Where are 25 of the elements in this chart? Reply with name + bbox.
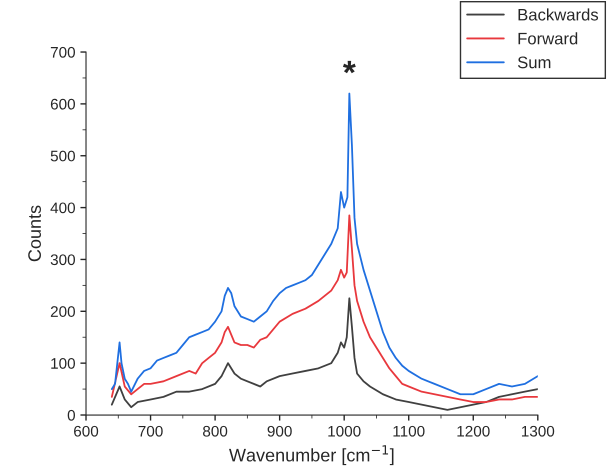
x-tick-label: 700: [138, 426, 163, 437]
y-tick-label: 200: [50, 306, 75, 317]
y-tick-label: 600: [50, 98, 75, 110]
y-tick-label: 400: [50, 202, 75, 214]
legend-label: Backwards: [518, 8, 598, 21]
y-tick-label: 300: [50, 254, 75, 266]
y-axis-title: Counts: [28, 206, 41, 262]
y-tick-label: 700: [50, 46, 75, 58]
line-series: [110, 214, 538, 403]
x-tick-label: 800: [203, 426, 228, 437]
y-tick-label: 500: [50, 150, 75, 162]
x-tick-label: 600: [74, 426, 98, 437]
legend-label: Sum: [518, 56, 550, 68]
x-tick-label: 1200: [457, 426, 490, 437]
x-tick-label: 900: [268, 426, 292, 437]
line-series: [110, 92, 538, 396]
x-tick-label: 1100: [393, 426, 425, 437]
legend-label: Forward: [518, 32, 578, 44]
x-tick-label: 1300: [522, 426, 554, 437]
x-axis-title: Wavenumber [cm$^{−1}$]: [229, 445, 394, 466]
y-tick-label: 0: [68, 410, 75, 421]
line-series: [110, 297, 538, 411]
y-tick-label: 100: [51, 358, 75, 369]
annotation: *: [342, 60, 356, 74]
x-tick-label: 1000: [328, 426, 361, 437]
